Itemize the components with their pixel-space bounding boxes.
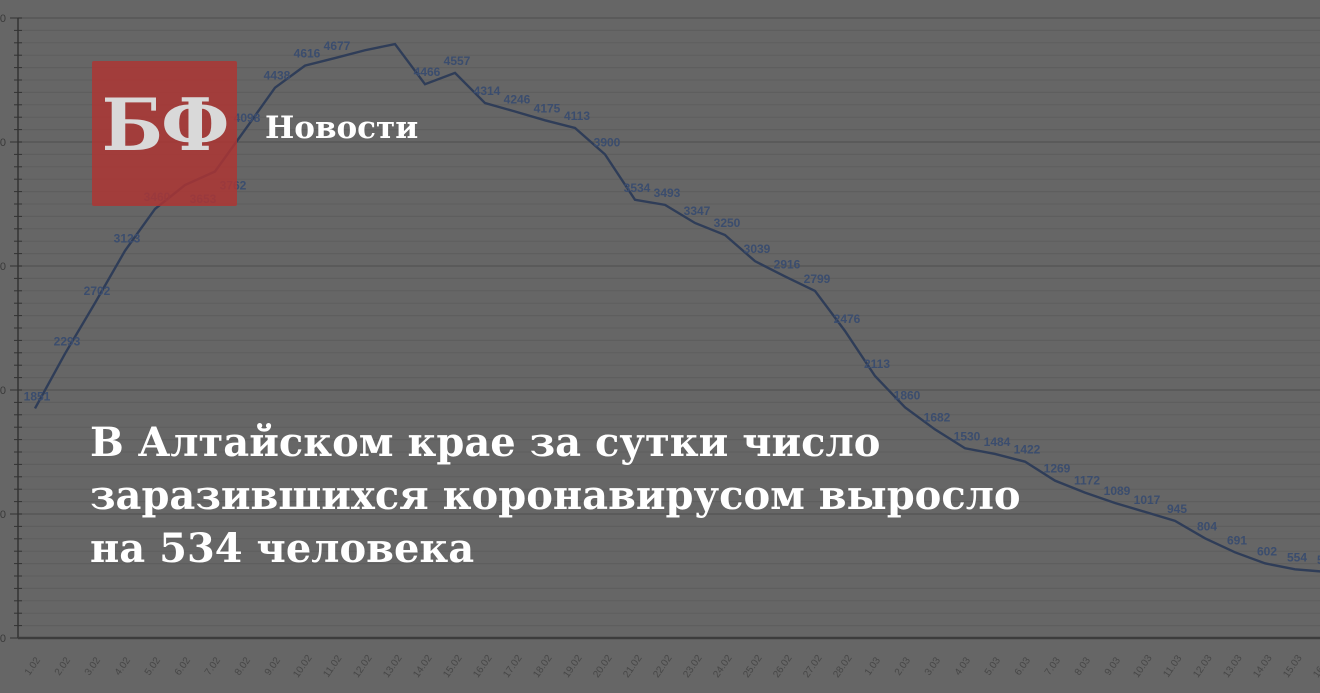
- data-label: 1422: [1014, 443, 1041, 457]
- x-tick-label: 7.03: [1043, 655, 1063, 678]
- x-tick-label: 2.02: [53, 655, 73, 678]
- data-label: 2476: [834, 312, 861, 326]
- headline[interactable]: В Алтайском крае за сутки число заразивш…: [90, 419, 1021, 572]
- x-tick-label: 25.02: [741, 653, 765, 680]
- data-label: 2916: [774, 257, 801, 271]
- x-tick-label: 1.02: [23, 655, 43, 678]
- x-tick-label: 4.02: [113, 655, 133, 678]
- x-tick-label: 3.03: [923, 655, 943, 678]
- x-tick-label: 11.02: [321, 653, 344, 680]
- data-label: 602: [1257, 544, 1277, 558]
- data-label: 2799: [804, 272, 831, 286]
- x-tick-label: 14.03: [1251, 653, 1275, 680]
- x-tick-label: 7.02: [203, 655, 223, 678]
- data-label: 2702: [84, 284, 111, 298]
- x-tick-label: 17.02: [501, 653, 525, 680]
- data-label: 1530: [954, 429, 981, 443]
- x-tick-label: 13.02: [381, 653, 405, 680]
- data-label: 1860: [894, 388, 921, 402]
- data-label: 945: [1167, 502, 1187, 516]
- x-tick-label: 15.02: [441, 653, 465, 680]
- x-tick-label: 5.02: [143, 655, 163, 678]
- data-label: 1269: [1044, 462, 1071, 476]
- x-tick-label: 27.02: [801, 653, 825, 680]
- x-tick-label: 9.02: [263, 655, 283, 678]
- x-tick-label: 18.02: [531, 653, 555, 680]
- data-label: 534: [1317, 553, 1320, 567]
- x-tick-label: 19.02: [561, 653, 585, 680]
- data-label: 3900: [594, 135, 621, 149]
- x-tick-label: 16.02: [471, 653, 495, 680]
- x-tick-label: 16.03: [1311, 653, 1320, 680]
- bf-logo[interactable]: БФ: [92, 61, 237, 206]
- x-tick-label: 23.02: [681, 653, 705, 680]
- data-label: 1851: [24, 389, 51, 403]
- x-tick-label: 12.03: [1191, 653, 1215, 680]
- data-label: 4098: [234, 111, 261, 125]
- data-label: 3250: [714, 216, 741, 230]
- x-tick-label: 21.02: [621, 653, 645, 680]
- y-tick-label: 0: [0, 633, 6, 645]
- data-label: 1172: [1074, 474, 1100, 488]
- y-tick-label: 1000: [0, 509, 6, 521]
- x-tick-label: 14.02: [411, 653, 435, 680]
- data-label: 3347: [684, 204, 711, 218]
- x-tick-label: 11.03: [1161, 653, 1184, 680]
- x-tick-label: 5.03: [983, 655, 1003, 678]
- data-label: 4557: [444, 54, 471, 68]
- x-tick-label: 24.02: [711, 653, 735, 680]
- data-label: 1484: [984, 435, 1011, 449]
- x-tick-label: 6.03: [1013, 655, 1033, 678]
- y-tick-label: 4000: [0, 137, 6, 149]
- data-label: 2113: [864, 357, 890, 371]
- data-label: 4677: [324, 39, 351, 53]
- x-tick-label: 1.03: [863, 655, 883, 678]
- data-label: 4175: [534, 101, 561, 115]
- data-label: 4466: [414, 65, 441, 79]
- y-tick-label: 5000: [0, 13, 6, 25]
- data-label: 691: [1227, 533, 1247, 547]
- x-tick-label: 3.02: [83, 655, 103, 678]
- data-label: 1089: [1104, 484, 1131, 498]
- x-tick-label: 8.02: [233, 655, 253, 678]
- data-label: 3039: [744, 242, 771, 256]
- data-label: 3493: [654, 186, 681, 200]
- x-tick-label: 9.03: [1103, 655, 1123, 678]
- x-tick-label: 13.03: [1221, 653, 1245, 680]
- x-tick-label: 10.02: [291, 653, 315, 680]
- series-line: [33, 42, 1320, 573]
- section-title[interactable]: Новости: [265, 110, 419, 146]
- data-label: 4616: [294, 47, 321, 61]
- data-label: 2293: [54, 335, 81, 349]
- data-label: 4113: [564, 109, 590, 123]
- x-tick-label: 8.03: [1073, 655, 1093, 678]
- data-label: 4246: [504, 92, 531, 106]
- data-label: 1017: [1134, 493, 1161, 507]
- data-label: 4314: [474, 84, 501, 98]
- x-tick-label: 22.02: [651, 653, 675, 680]
- data-label: 1682: [924, 410, 951, 424]
- x-tick-label: 12.02: [351, 653, 375, 680]
- x-tick-label: 2.03: [893, 655, 913, 678]
- x-tick-label: 15.03: [1281, 653, 1305, 680]
- x-tick-label: 4.03: [953, 655, 973, 678]
- data-label: 4438: [264, 69, 291, 83]
- data-label: 3123: [114, 232, 141, 246]
- data-label: 554: [1287, 550, 1307, 564]
- x-tick-labels: 1.02 2.02 3.02 4.02 5.02 6.02 7.02 8.02 9.02 10.0…: [23, 653, 1320, 680]
- x-tick-label: 20.02: [591, 653, 615, 680]
- x-tick-label: 26.02: [771, 653, 795, 680]
- data-label: 804: [1197, 519, 1217, 533]
- axes: [10, 17, 1320, 640]
- x-tick-label: 10.03: [1131, 653, 1155, 680]
- y-tick-label: 2000: [0, 385, 6, 397]
- gridlines: [18, 17, 1320, 639]
- logo-text: БФ: [101, 81, 230, 167]
- x-tick-label: 6.02: [173, 655, 193, 678]
- x-tick-label: 28.02: [831, 653, 855, 680]
- data-label: 3534: [624, 181, 651, 195]
